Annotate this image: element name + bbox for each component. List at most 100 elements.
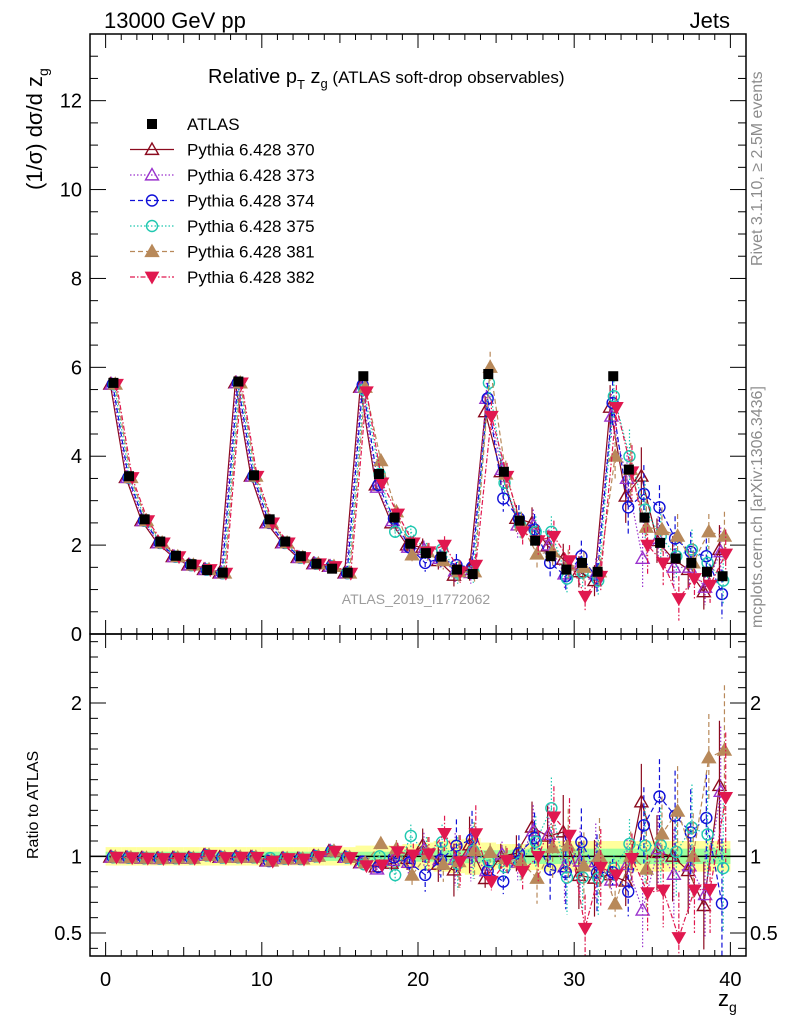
ratio-point <box>577 922 593 936</box>
ratio-point <box>202 849 218 863</box>
series-point <box>715 587 729 601</box>
ratio-point <box>638 861 655 875</box>
series-point <box>669 528 686 542</box>
ratio-point <box>405 849 421 863</box>
ratio-point <box>482 844 498 858</box>
ratio-point <box>359 860 374 874</box>
series-point <box>497 492 510 505</box>
series-point <box>716 528 733 542</box>
data-point <box>420 548 431 559</box>
ratio-point <box>140 852 156 866</box>
data-point <box>577 557 587 568</box>
y-tick-label: 6 <box>71 357 82 379</box>
series-point <box>515 526 531 540</box>
x-axis-label: zg <box>718 986 737 1015</box>
ratio-point <box>404 867 420 881</box>
series-point <box>701 523 717 538</box>
series-point <box>577 590 593 604</box>
ratio-marks-layer <box>102 685 734 956</box>
ratio-point <box>530 850 546 864</box>
ylabel-main: (1/σ) dσ/d z <box>22 76 47 190</box>
ratio-point <box>437 828 452 841</box>
series-point <box>687 573 702 586</box>
legend-label: Pythia 6.428 375 <box>187 217 315 236</box>
y-tick-label: 10 <box>60 180 82 202</box>
series-point <box>718 548 734 562</box>
series-point <box>637 487 651 501</box>
legend-marker <box>144 243 160 258</box>
ratio-y-tick-label-right: 2 <box>750 693 761 715</box>
ratio-point <box>696 897 712 912</box>
x-tick-label: 20 <box>407 969 429 991</box>
ratio-point <box>576 871 589 884</box>
ratio-point <box>640 887 655 901</box>
data-point <box>717 571 728 582</box>
rivet-version-label: Rivet 3.1.10, ≥ 2.5M events <box>749 71 766 266</box>
ratio-point <box>435 856 452 870</box>
data-point <box>436 551 447 562</box>
data-point <box>155 536 166 547</box>
ratio-point <box>622 885 635 898</box>
series-point <box>468 559 484 573</box>
ratio-point <box>654 825 670 840</box>
data-point <box>389 512 400 523</box>
series-point <box>607 390 621 403</box>
x-tick-label: 0 <box>100 969 111 991</box>
ratio-point <box>592 872 605 885</box>
ratio-point <box>312 850 327 864</box>
data-point <box>561 564 572 575</box>
xlabel-main: z <box>718 986 729 1011</box>
data-point <box>592 566 603 577</box>
data-point <box>530 535 541 546</box>
ratio-point <box>529 835 542 848</box>
legend-label: ATLAS <box>187 115 240 134</box>
mcplots-label: mcplots.cern.ch [arXiv:1306.3436] <box>749 386 766 628</box>
series-point <box>618 488 634 502</box>
data-point <box>670 553 681 564</box>
legend-marker <box>145 194 159 207</box>
ratio-point <box>404 829 418 843</box>
series-point <box>623 450 636 463</box>
ratio-point <box>591 848 608 862</box>
ratio-point <box>529 870 545 884</box>
data-point <box>249 470 259 481</box>
series-point <box>666 559 682 573</box>
data-point <box>655 537 666 548</box>
data-point <box>405 538 416 549</box>
series-point <box>654 521 670 536</box>
ratio-point <box>468 828 484 842</box>
ratio-point <box>716 742 733 756</box>
ratio-point <box>559 865 572 879</box>
series-point <box>684 545 697 558</box>
ratio-point <box>624 853 640 866</box>
ratio-y-tick-label: 2 <box>71 693 82 715</box>
series-point <box>702 579 718 593</box>
title-main: Relative p <box>208 66 297 88</box>
series-point <box>388 525 402 538</box>
ratio-point <box>653 790 666 803</box>
ratio-point <box>562 829 577 843</box>
series-point <box>685 543 699 556</box>
ratio-point <box>685 848 701 862</box>
data-point <box>186 559 197 570</box>
ratio-point <box>450 839 463 852</box>
ylabel-sub: g <box>35 68 51 76</box>
data-point <box>217 567 228 578</box>
series-point <box>404 546 420 561</box>
legend-label: Pythia 6.428 373 <box>187 166 315 185</box>
ratio-point <box>109 851 124 865</box>
legend-label: Pythia 6.428 381 <box>187 243 315 262</box>
ratio-point <box>571 867 587 882</box>
data-point <box>311 558 322 569</box>
legend-label: Pythia 6.428 374 <box>187 192 315 211</box>
ratio-point <box>484 875 499 889</box>
title-sub2: g <box>320 76 327 91</box>
ratio-point <box>281 853 296 867</box>
header-right: Jets <box>690 8 730 33</box>
ratio-y-tick-label-right: 0.5 <box>750 923 778 945</box>
series-point <box>700 550 713 563</box>
y-tick-label: 8 <box>71 268 82 290</box>
ratio-y-tick-label: 1 <box>71 846 82 868</box>
